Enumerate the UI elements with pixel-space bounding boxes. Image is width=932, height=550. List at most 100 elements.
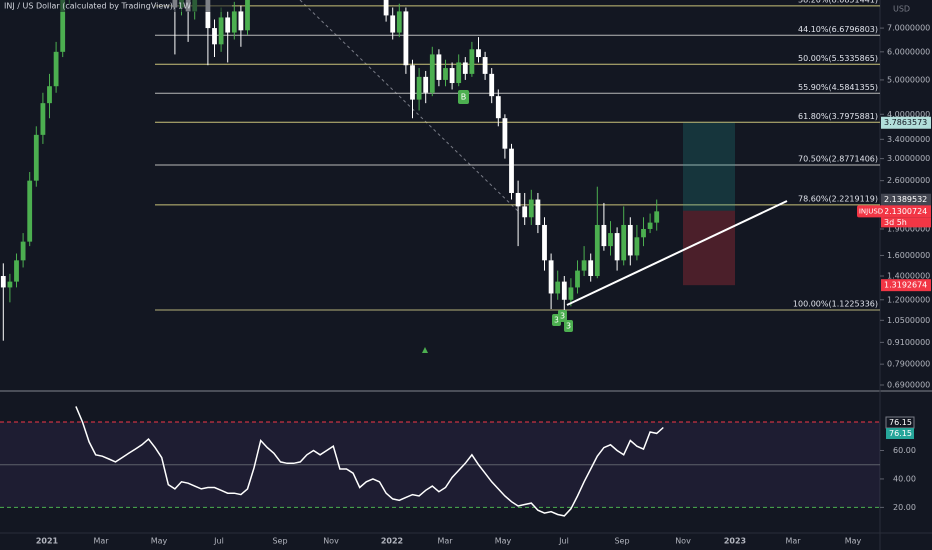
candle-body xyxy=(218,17,224,45)
triangle-marker xyxy=(422,347,428,353)
candle-body xyxy=(60,0,66,52)
candle-body xyxy=(542,224,547,261)
rsi-value-tag xyxy=(886,428,914,440)
candle-body xyxy=(588,260,594,277)
candle-body xyxy=(416,76,422,100)
candle-body xyxy=(528,199,534,218)
x-tick-label: Sep xyxy=(614,537,629,546)
candle-body xyxy=(47,86,52,104)
candle-body xyxy=(20,241,26,261)
price-tag xyxy=(881,193,931,206)
fib-label: 44.10%(6.6796803) xyxy=(798,25,878,34)
x-tick-label: 2021 xyxy=(36,537,59,546)
y-tick-label: 4.0000000 xyxy=(887,110,930,119)
candle-body xyxy=(502,118,508,149)
x-tick-label: May xyxy=(845,537,862,546)
candle-body xyxy=(429,54,435,93)
candle-body xyxy=(621,224,627,261)
y-tick-label: 1.4000000 xyxy=(887,272,930,281)
candle-body xyxy=(390,15,396,33)
candle-body xyxy=(14,260,19,282)
count-label: 3 xyxy=(554,316,559,325)
candle-body xyxy=(27,180,33,242)
candle-body xyxy=(238,11,244,31)
y-tick-label: 1.9000000 xyxy=(887,224,930,233)
x-tick-label: May xyxy=(151,537,168,546)
x-tick-label: Sep xyxy=(272,537,287,546)
x-tick-label: Mar xyxy=(437,537,453,546)
candle-body xyxy=(410,65,415,100)
candle-body xyxy=(568,287,574,300)
fib-label: 50.00%(5.5335865) xyxy=(798,54,878,63)
count-label: 3 xyxy=(560,312,565,321)
candle-body xyxy=(225,17,231,33)
candle-body xyxy=(7,281,13,288)
chart-title: INJ / US Dollar (calculated by TradingVi… xyxy=(4,2,191,11)
price-tag xyxy=(881,205,931,218)
fib-label: 78.60%(2.2219119) xyxy=(798,194,878,203)
candle-body xyxy=(627,224,633,256)
rsi-y-tick-label: 20.00 xyxy=(893,503,916,512)
y-tick-label: 6.0000000 xyxy=(887,47,930,56)
y-tick-label: 0.7900000 xyxy=(887,360,930,369)
y-tick-label: 1.2000000 xyxy=(887,295,930,304)
candle-body xyxy=(522,206,528,218)
x-tick-label: Jul xyxy=(213,537,224,546)
candle-body xyxy=(33,134,39,181)
candle-body xyxy=(53,51,59,87)
x-tick-label: Mar xyxy=(785,537,801,546)
candle-body xyxy=(403,11,409,66)
countdown-label: 3d 5h xyxy=(884,218,907,227)
candle-body xyxy=(581,260,587,271)
price-tag-label: 3.7863573 xyxy=(884,118,927,127)
candle-body xyxy=(535,199,541,225)
candle-body xyxy=(555,281,561,294)
candle-body xyxy=(396,11,402,33)
fib-label: 55.90%(4.5841355) xyxy=(798,83,878,92)
x-tick-label: May xyxy=(495,537,512,546)
candle-body xyxy=(641,228,646,238)
signal-marker xyxy=(458,90,469,104)
y-tick-label: 3.4000000 xyxy=(887,135,930,144)
candle-body xyxy=(601,224,607,247)
x-tick-label: 2023 xyxy=(724,537,746,546)
y-tick-label: 3.0000000 xyxy=(887,154,930,163)
y-tick-label: 1.0500000 xyxy=(887,316,930,325)
candle-body xyxy=(245,0,250,31)
candle-body xyxy=(383,0,389,16)
rsi-value-label: 76.15 xyxy=(889,418,912,427)
fib-label: 38.20%(8.0851441) xyxy=(798,0,878,4)
price-tag-label: 2.1389532 xyxy=(884,195,927,204)
candle-body xyxy=(0,276,6,288)
candle-body xyxy=(436,54,442,80)
candle-body xyxy=(456,62,462,84)
count-marker xyxy=(564,320,573,332)
candle-body xyxy=(634,237,640,256)
y-tick-label: 2.6000000 xyxy=(887,176,930,185)
candle-body xyxy=(40,103,46,135)
price-tag-label: 1.3192674 xyxy=(884,281,927,290)
candle-body xyxy=(515,192,521,207)
candle-body xyxy=(476,49,481,58)
target-zone xyxy=(683,122,735,211)
candle-body xyxy=(561,281,567,300)
rsi-y-tick-label: 40.00 xyxy=(893,474,916,483)
y-tick-label: 0.6900000 xyxy=(887,381,930,390)
fib-label: 70.50%(2.8771406) xyxy=(798,155,878,164)
y-tick-label: 0.9100000 xyxy=(887,338,930,347)
x-tick-label: Jul xyxy=(558,537,569,546)
candle-body xyxy=(449,68,455,84)
title-backdrop xyxy=(0,0,232,12)
fib-label: 100.00%(1.1225336) xyxy=(793,300,878,309)
rsi-plot xyxy=(0,406,880,517)
y-tick-label: 7.0000000 xyxy=(887,24,930,33)
trend-line xyxy=(566,200,788,306)
x-tick-label: Mar xyxy=(93,537,109,546)
axis-unit: USD xyxy=(893,5,910,14)
price-tag-label: 2.1300724 xyxy=(884,207,927,216)
candle-body xyxy=(231,11,237,33)
candle-body xyxy=(469,49,475,74)
x-tick-label: Nov xyxy=(323,537,339,546)
